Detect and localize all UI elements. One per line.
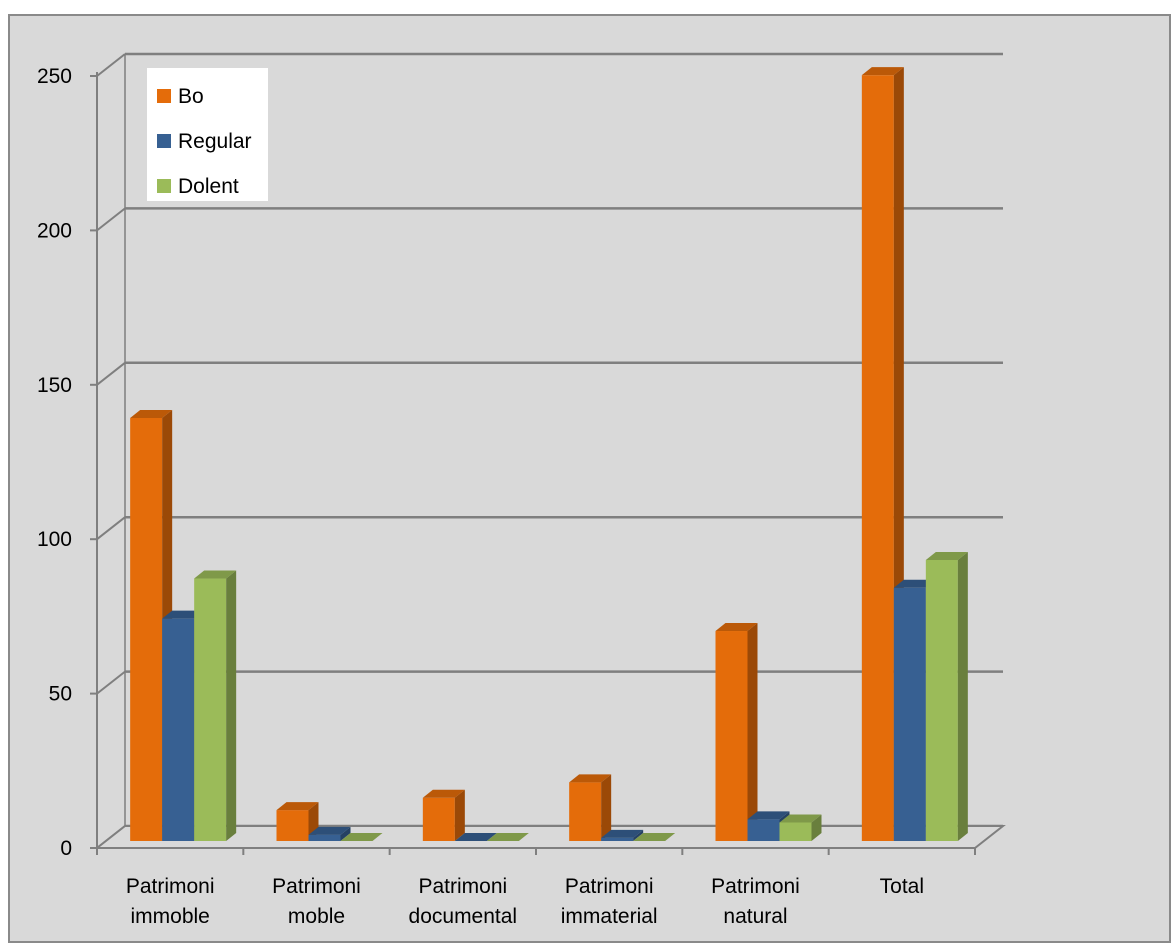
bar xyxy=(747,819,780,841)
bar-side xyxy=(226,570,237,841)
legend-label: Regular xyxy=(178,130,252,153)
bar xyxy=(162,618,195,841)
side-gridline xyxy=(96,516,126,540)
x-category-label: Patrimoni immoble xyxy=(126,875,215,928)
bar xyxy=(925,559,958,841)
bar xyxy=(569,782,602,841)
bar-top xyxy=(893,579,936,588)
bar-top xyxy=(747,811,790,820)
bar-top xyxy=(486,833,529,841)
x-category-label: Patrimoni natural xyxy=(711,875,800,928)
x-category-label: Total xyxy=(880,875,924,898)
bar-top xyxy=(779,814,822,823)
legend-swatch xyxy=(157,89,171,103)
bar-top xyxy=(130,409,173,418)
side-gridline xyxy=(96,670,126,695)
legend-label: Dolent xyxy=(178,175,239,198)
bar xyxy=(194,578,227,841)
bar-top xyxy=(633,833,676,841)
bar-top xyxy=(194,570,237,579)
y-tick-label: 0 xyxy=(60,837,72,860)
bar-top xyxy=(276,802,319,811)
bar xyxy=(422,797,455,841)
side-gridline xyxy=(96,207,126,232)
bar-top xyxy=(925,551,968,560)
bar-side xyxy=(957,551,968,841)
bar-side xyxy=(747,623,758,841)
bar xyxy=(715,631,748,841)
bar xyxy=(779,822,812,841)
legend-label: Bo xyxy=(178,85,204,108)
legend-swatch xyxy=(157,134,171,148)
y-tick-label: 200 xyxy=(37,219,72,242)
bar-top xyxy=(454,833,497,841)
bar-top xyxy=(715,623,758,632)
bar-side xyxy=(454,789,465,841)
bar-top xyxy=(308,826,351,835)
x-category-label: Patrimoni moble xyxy=(272,875,361,928)
x-category-label: Patrimoni immaterial xyxy=(561,875,658,928)
side-gridline xyxy=(96,53,126,77)
bar-top xyxy=(422,789,465,798)
side-gridline xyxy=(96,362,126,386)
bar xyxy=(601,837,634,841)
bar xyxy=(861,75,894,841)
bar xyxy=(308,834,341,841)
y-tick-label: 150 xyxy=(37,374,72,397)
bar-side xyxy=(601,774,612,841)
bar xyxy=(276,810,309,841)
bar xyxy=(893,587,926,841)
bar-top xyxy=(162,610,205,619)
legend-swatch xyxy=(157,179,171,193)
y-tick-label: 50 xyxy=(49,683,72,706)
bar xyxy=(130,417,163,841)
bar-top xyxy=(601,829,644,838)
bar-side xyxy=(633,829,644,841)
bar-top xyxy=(861,67,904,76)
bar-side xyxy=(340,826,351,841)
bar-top xyxy=(569,774,612,783)
y-tick-label: 250 xyxy=(37,65,72,88)
x-category-label: Patrimoni documental xyxy=(409,875,518,928)
bar-side xyxy=(811,814,822,841)
bar-top xyxy=(340,833,383,841)
y-tick-label: 100 xyxy=(37,528,72,551)
